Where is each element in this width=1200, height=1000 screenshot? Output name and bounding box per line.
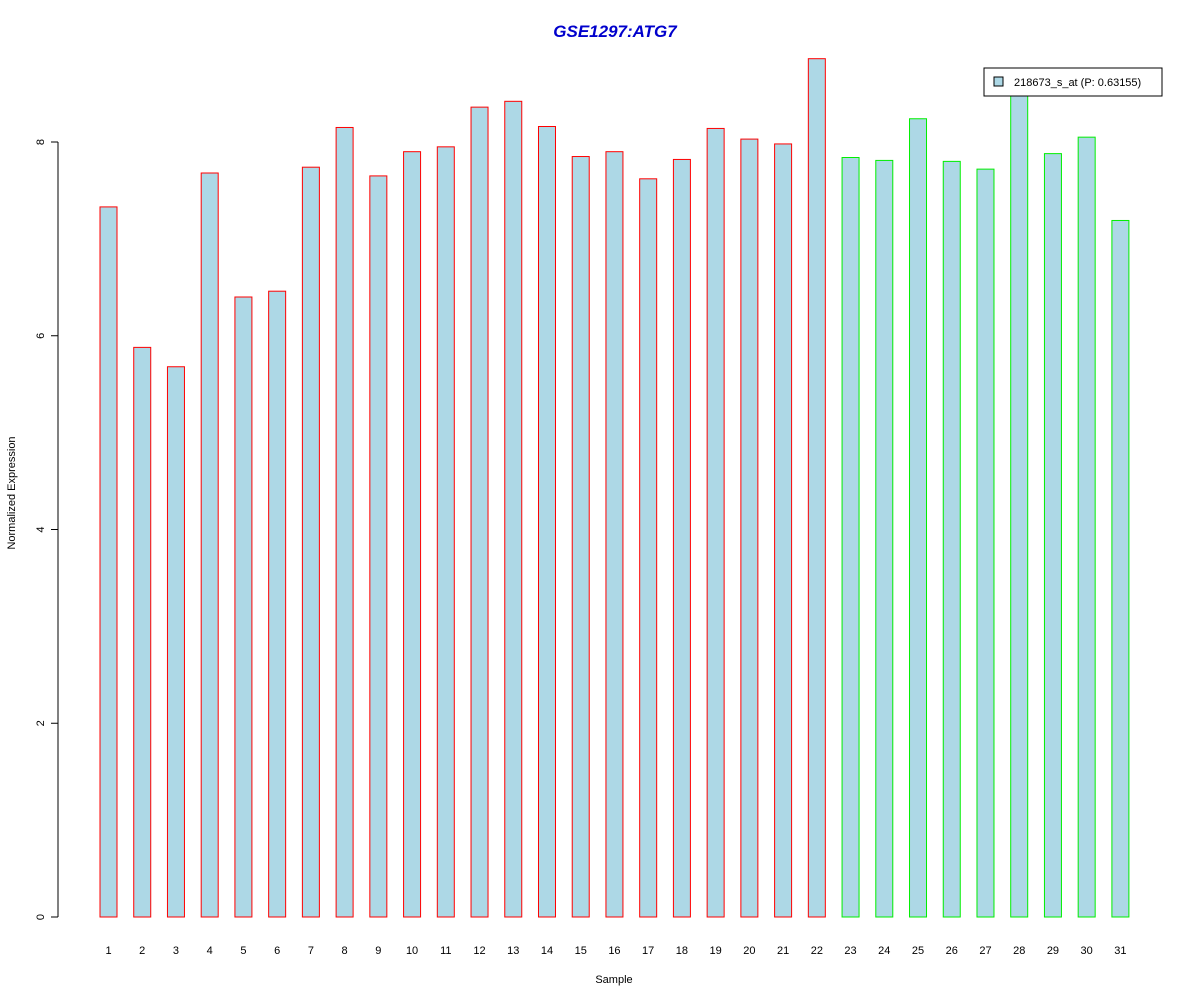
y-tick-label: 8 xyxy=(35,139,47,145)
bar-sample-29 xyxy=(1043,153,1062,918)
bar-sample-3 xyxy=(166,366,185,918)
x-tick-label: 22 xyxy=(811,945,823,957)
x-tick-label: 27 xyxy=(979,945,991,957)
bar-sample-30 xyxy=(1077,136,1096,918)
x-tick-label: 12 xyxy=(473,945,485,957)
legend-box xyxy=(983,67,1163,97)
bar-sample-27 xyxy=(976,168,995,918)
x-tick-label: 1 xyxy=(105,945,111,957)
bar-sample-5 xyxy=(234,296,253,918)
legend-label: 218673_s_at (P: 0.63155) xyxy=(1014,77,1141,89)
bar-sample-20 xyxy=(740,138,759,918)
bars-group xyxy=(99,58,1130,918)
bar-sample-19 xyxy=(706,127,725,918)
bar-sample-13 xyxy=(504,100,523,918)
bar-sample-16 xyxy=(605,151,624,918)
bar-sample-8 xyxy=(335,126,354,918)
legend-swatch xyxy=(993,76,1004,87)
x-tick-label: 6 xyxy=(274,945,280,957)
x-tick-label: 11 xyxy=(440,945,451,957)
x-tick-label: 31 xyxy=(1114,945,1126,957)
x-tick-label: 17 xyxy=(642,945,654,957)
x-axis-label: Sample xyxy=(595,974,632,986)
x-tick-label: 10 xyxy=(406,945,418,957)
x-tick-label: 5 xyxy=(240,945,246,957)
x-tick-label: 8 xyxy=(342,945,348,957)
x-tick-label: 2 xyxy=(139,945,145,957)
bar-sample-11 xyxy=(436,146,455,918)
x-tick-label: 23 xyxy=(844,945,856,957)
x-tick-label: 4 xyxy=(207,945,213,957)
x-tick-label: 28 xyxy=(1013,945,1025,957)
bar-sample-17 xyxy=(639,178,658,918)
x-tick-label: 3 xyxy=(173,945,179,957)
x-tick-label: 19 xyxy=(710,945,722,957)
bar-sample-21 xyxy=(774,143,793,918)
x-tick-label: 25 xyxy=(912,945,924,957)
bar-sample-23 xyxy=(841,157,860,918)
x-tick-label: 24 xyxy=(878,945,890,957)
x-axis-tick-labels: 1 2 3 4 5 6 7 8 9 10 11 12 13 14 15 16 17 18 19 20 21 22 23 24 2… xyxy=(105,945,1126,957)
legend: 218673_s_at (P: 0.63155) xyxy=(983,67,1163,97)
bar-sample-22 xyxy=(807,58,826,918)
x-tick-label: 20 xyxy=(743,945,755,957)
bar-sample-28 xyxy=(1010,93,1029,918)
x-tick-label: 15 xyxy=(575,945,587,957)
x-tick-label: 14 xyxy=(541,945,553,957)
x-tick-label: 13 xyxy=(507,945,519,957)
x-tick-label: 7 xyxy=(308,945,314,957)
bar-sample-14 xyxy=(537,126,556,918)
y-tick-label: 4 xyxy=(35,526,47,532)
y-tick-label: 0 xyxy=(35,914,47,920)
bar-sample-18 xyxy=(672,158,691,918)
bar-sample-1 xyxy=(99,206,118,918)
x-tick-label: 26 xyxy=(946,945,958,957)
bar-sample-6 xyxy=(268,290,287,918)
x-tick-label: 18 xyxy=(676,945,688,957)
bar-sample-4 xyxy=(200,172,219,918)
y-tick-label: 6 xyxy=(35,333,47,339)
bar-sample-15 xyxy=(571,156,590,918)
bar-sample-2 xyxy=(133,346,152,918)
x-tick-label: 30 xyxy=(1081,945,1093,957)
bar-sample-24 xyxy=(875,159,894,918)
bar-sample-10 xyxy=(403,151,422,918)
chart-title: GSE1297:ATG7 xyxy=(553,22,678,41)
bar-sample-31 xyxy=(1111,219,1130,918)
x-tick-label: 9 xyxy=(375,945,381,957)
y-axis-ticks: 0 2 4 6 8 xyxy=(35,139,58,920)
bar-sample-12 xyxy=(470,106,489,918)
x-tick-label: 21 xyxy=(777,945,789,957)
bar-sample-9 xyxy=(369,175,388,918)
y-axis-label: Normalized Expression xyxy=(6,436,18,549)
bar-sample-26 xyxy=(942,160,961,918)
x-tick-label: 16 xyxy=(608,945,620,957)
y-tick-label: 2 xyxy=(35,720,47,726)
x-tick-label: 29 xyxy=(1047,945,1059,957)
bar-sample-7 xyxy=(301,166,320,918)
bar-sample-25 xyxy=(909,118,928,918)
